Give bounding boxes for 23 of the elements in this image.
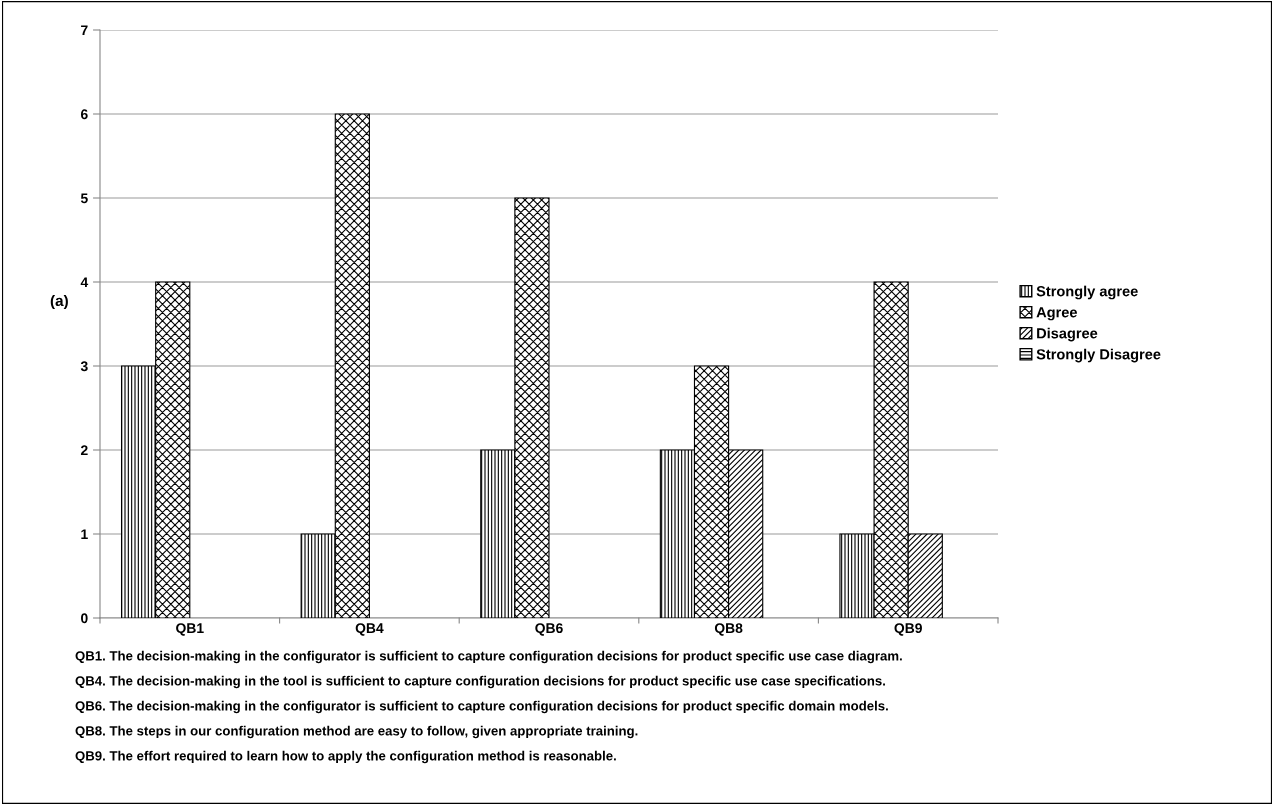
text: (a)	[50, 294, 68, 310]
text: QB1. The decision-making in the configurator is sufficient to capture configuration decisions for product specific use case diagram.	[75, 650, 902, 664]
y-tick-label: 3	[80, 361, 88, 372]
y-tick-label: 5	[80, 193, 88, 204]
x-tick-label: QB8	[714, 623, 743, 636]
y-tick-label: 6	[80, 109, 88, 120]
y-tick-label: 2	[80, 445, 88, 456]
text: QB8. The steps in our configuration method are easy to follow, given appropriate training.	[75, 725, 638, 739]
y-tick-label: 7	[81, 25, 88, 36]
text: QB6. The decision-making in the configurator is sufficient to capture configuration decisions for product specific domain models.	[75, 700, 888, 714]
x-tick-label: QB4	[355, 623, 384, 636]
text: QB9. The effort required to learn how to apply the configuration method is reasonable.	[75, 750, 616, 764]
y-tick-label: 1	[81, 529, 88, 540]
legend-label: Strongly agree	[1036, 285, 1138, 300]
y-tick-label: 0	[81, 613, 88, 624]
legend-label: Disagree	[1037, 327, 1098, 342]
x-tick-label: QB9	[894, 623, 922, 636]
text: QB4. The decision-making in the tool is sufficient to capture configuration decisions for product specific use case specifications.	[75, 675, 885, 689]
x-tick-label: QB6	[535, 623, 563, 636]
y-tick-label: 4	[80, 277, 89, 288]
x-tick-label: QB1	[176, 623, 204, 636]
legend-label: Agree	[1036, 307, 1077, 321]
legend-label: Strongly Disagree	[1036, 348, 1161, 363]
